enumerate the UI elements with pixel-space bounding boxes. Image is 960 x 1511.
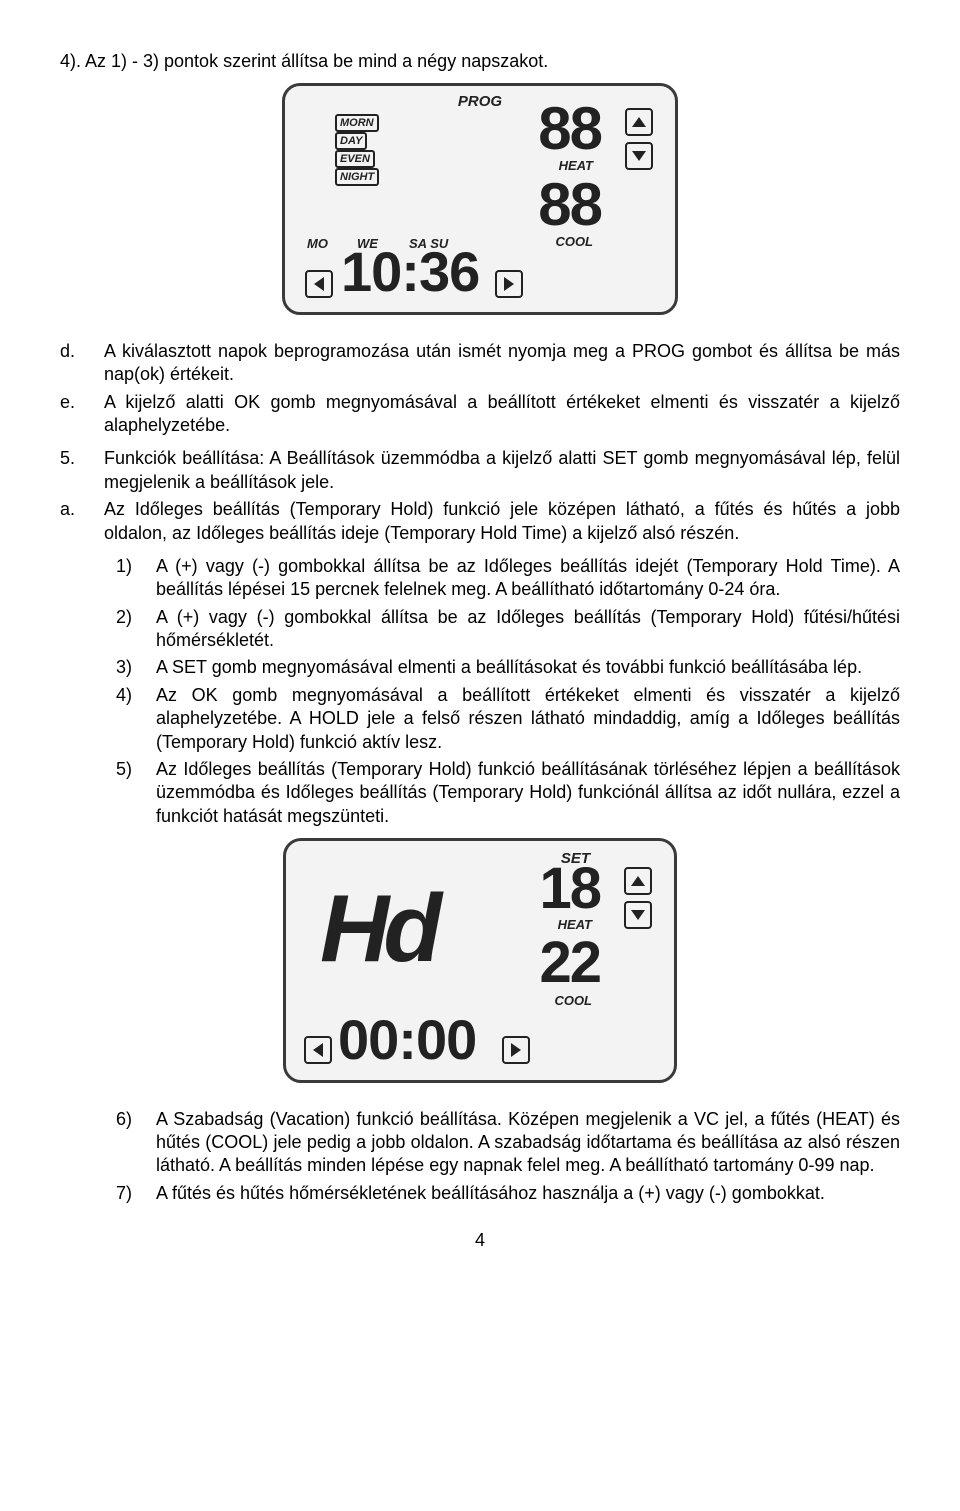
letter-e-label: e.	[60, 391, 104, 438]
left-arrow-icon-2	[304, 1036, 332, 1064]
num5a-label: a.	[60, 498, 104, 545]
left-arrow-icon	[305, 270, 333, 298]
cool-label: COOL	[555, 234, 593, 251]
heat-value-2: 18	[539, 863, 600, 915]
lcd-display-2: SET Hd 18 HEAT 22 COOL 00:00	[283, 838, 677, 1083]
sub1-lbl: 1)	[116, 555, 156, 602]
sub-list-1: 1)A (+) vagy (-) gombokkal állítsa be az…	[116, 555, 900, 828]
period-night: NIGHT	[335, 168, 379, 186]
page-number: 4	[60, 1229, 900, 1252]
figure-2-wrap: SET Hd 18 HEAT 22 COOL 00:00	[60, 838, 900, 1089]
lcd-display-1: PROG MORN DAY EVEN NIGHT 88 HEAT 88 COOL…	[282, 83, 678, 315]
sub6-txt: A Szabadság (Vacation) funkció beállítás…	[156, 1108, 900, 1178]
up-arrow-icon-2	[624, 867, 652, 895]
heat-value: 88	[538, 102, 601, 156]
cool-label-2: COOL	[554, 993, 592, 1010]
right-arrow-icon-2	[502, 1036, 530, 1064]
letter-list-1: d. A kiválasztott napok beprogramozása u…	[60, 340, 900, 438]
section-5: 5. Funkciók beállítása: A Beállítások üz…	[60, 447, 900, 545]
sub6-lbl: 6)	[116, 1108, 156, 1178]
sub-list-2: 6)A Szabadság (Vacation) funkció beállít…	[116, 1108, 900, 1206]
num5-label: 5.	[60, 447, 104, 494]
time-display: 10:36	[341, 244, 479, 300]
prog-label: PROG	[285, 92, 675, 112]
sub5-txt: Az Időleges beállítás (Temporary Hold) f…	[156, 758, 900, 828]
sub2-txt: A (+) vagy (-) gombokkal állítsa be az I…	[156, 606, 900, 653]
period-morn: MORN	[335, 114, 379, 132]
sub7-txt: A fűtés és hűtés hőmérsékletének beállít…	[156, 1182, 900, 1205]
letter-d-label: d.	[60, 340, 104, 387]
sub2-lbl: 2)	[116, 606, 156, 653]
letter-d-text: A kiválasztott napok beprogramozása után…	[104, 340, 900, 387]
period-day: DAY	[335, 132, 367, 150]
top-line: 4). Az 1) - 3) pontok szerint állítsa be…	[60, 50, 900, 73]
sub4-lbl: 4)	[116, 684, 156, 754]
hd-value: Hd	[320, 885, 436, 973]
sub4-txt: Az OK gomb megnyomásával a beállított ér…	[156, 684, 900, 754]
down-arrow-icon-2	[624, 901, 652, 929]
period-even: EVEN	[335, 150, 375, 168]
right-arrow-icon	[495, 270, 523, 298]
up-arrow-icon	[625, 108, 653, 136]
figure-1-wrap: PROG MORN DAY EVEN NIGHT 88 HEAT 88 COOL…	[60, 83, 900, 321]
down-arrow-icon	[625, 142, 653, 170]
cool-value: 88	[538, 178, 601, 232]
num5a-text: Az Időleges beállítás (Temporary Hold) f…	[104, 498, 900, 545]
sub7-lbl: 7)	[116, 1182, 156, 1205]
sub5-lbl: 5)	[116, 758, 156, 828]
cool-value-2: 22	[539, 937, 600, 989]
sub3-txt: A SET gomb megnyomásával elmenti a beáll…	[156, 656, 900, 679]
num5-text: Funkciók beállítása: A Beállítások üzemm…	[104, 447, 900, 494]
sub3-lbl: 3)	[116, 656, 156, 679]
letter-e-text: A kijelző alatti OK gomb megnyomásával a…	[104, 391, 900, 438]
time-display-2: 00:00	[338, 1012, 476, 1068]
sub1-txt: A (+) vagy (-) gombokkal állítsa be az I…	[156, 555, 900, 602]
day-mo: MO	[307, 236, 328, 253]
